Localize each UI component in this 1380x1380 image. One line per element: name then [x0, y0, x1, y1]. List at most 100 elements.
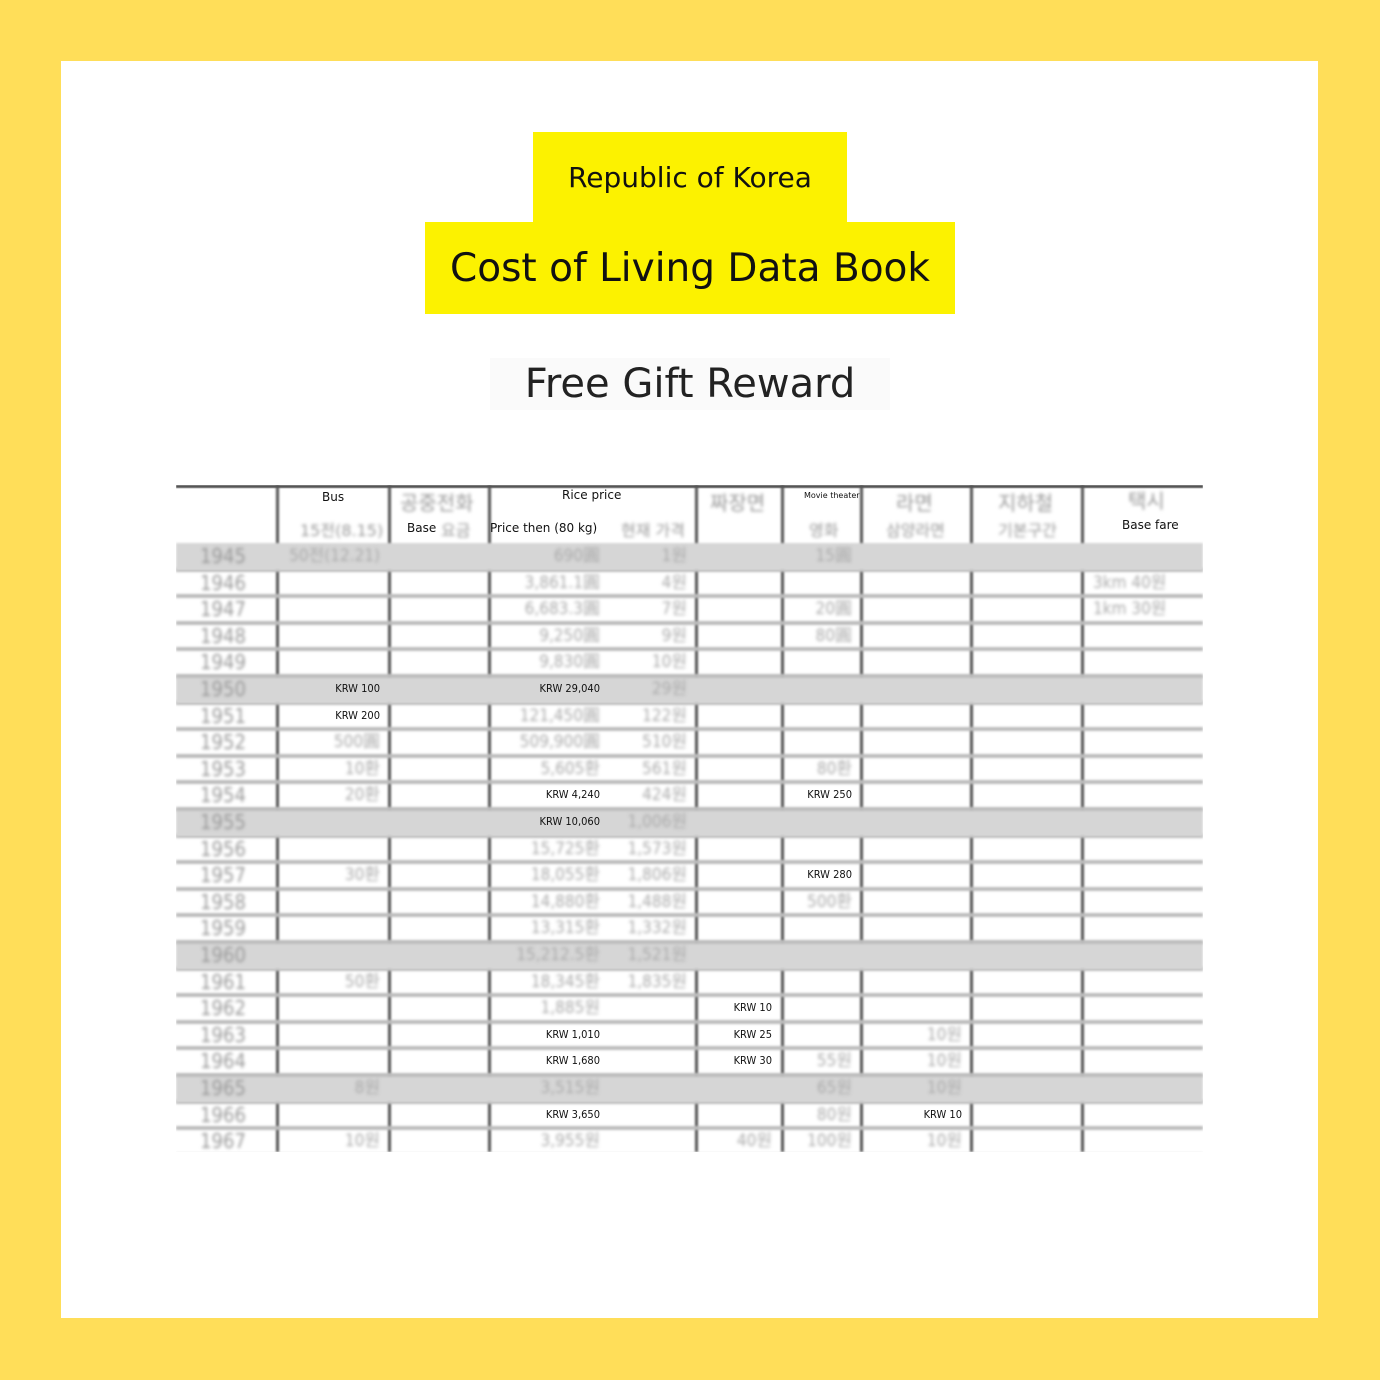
cell-rice-then: KRW 4,240: [545, 788, 600, 802]
title-main: Cost of Living Data Book: [425, 222, 955, 314]
row-year: 1959: [200, 916, 246, 941]
header-subway: 지하철: [998, 491, 1054, 515]
row-year: 1953: [200, 756, 246, 781]
cell-rice-then: 6,683.3圓: [524, 599, 600, 620]
row-year: 1947: [200, 597, 246, 622]
cell-rice-now: 122원: [642, 705, 687, 726]
row-year: 1949: [200, 650, 246, 675]
cell-bus: 10환: [344, 758, 380, 779]
header-phone-sub: 요금: [441, 521, 471, 540]
shaded-row: [176, 676, 1203, 703]
cell-bus: KRW 100: [335, 682, 380, 695]
header-rice: Rice price: [562, 488, 622, 502]
header-subway-sub: 기본구간: [998, 521, 1057, 540]
cell-rice-now: 1,006원: [627, 812, 687, 832]
cell-jajang: KRW 25: [733, 1027, 772, 1041]
cell-bus: KRW 200: [335, 708, 380, 722]
cell-rice-then: 14,880환: [530, 891, 600, 912]
shaded-row: [176, 942, 1203, 969]
header-movie: Movie theater: [804, 491, 860, 500]
row-year: 1956: [200, 836, 246, 861]
header-jajang: 짜장면: [710, 491, 766, 515]
header-taxi: 택시: [1128, 489, 1165, 513]
cell-rice-now: 1,488원: [627, 891, 687, 912]
row-year: 1967: [200, 1129, 246, 1152]
row-divider: [176, 860, 1203, 865]
cell-taxi: 1km 30원: [1093, 599, 1167, 620]
row-year: 1965: [200, 1076, 246, 1100]
cell-bus: 8원: [354, 1078, 380, 1098]
cell-rice-then: 15,212.5환: [516, 945, 600, 965]
cell-jajang: KRW 10: [733, 1001, 772, 1015]
row-year: 1950: [200, 677, 246, 701]
cell-movie: KRW 280: [807, 868, 852, 882]
row-year: 1951: [200, 703, 246, 728]
cell-rice-then: 690圓: [553, 546, 600, 566]
cell-rice-then: 18,345환: [530, 971, 600, 992]
row-divider: [176, 1019, 1203, 1024]
cell-rice-now: 510원: [642, 732, 687, 753]
cell-rice-then: 3,861.1圓: [524, 572, 600, 593]
cell-bus: 20환: [344, 785, 380, 806]
cell-rice-now: 1,573원: [627, 838, 687, 859]
header-taxi-sub: Base fare: [1122, 518, 1179, 532]
cell-movie: 55원: [816, 1051, 852, 1072]
cell-movie: 80원: [816, 1104, 852, 1125]
cell-rice-then: 3,515원: [540, 1078, 600, 1098]
cell-rice-then: 121,450圓: [519, 705, 600, 726]
row-divider: [176, 913, 1203, 918]
header-phone-base: Base: [407, 521, 437, 535]
cell-rice-then: KRW 29,040: [539, 682, 600, 695]
header-movie-sub: 영화: [809, 521, 839, 540]
row-divider: [176, 1126, 1203, 1131]
row-year: 1961: [200, 969, 246, 994]
cell-bus: 50환: [344, 971, 380, 992]
cell-taxi: 3km 40원: [1093, 572, 1167, 593]
row-divider: [176, 886, 1203, 891]
cell-bus: 30환: [344, 865, 380, 886]
row-year: 1954: [200, 783, 246, 808]
row-divider: [176, 727, 1203, 732]
table-top-border: [176, 485, 1203, 488]
cell-jajang: 40원: [736, 1131, 772, 1152]
row-year: 1957: [200, 863, 246, 888]
cell-rice-then: 3,955원: [540, 1131, 600, 1152]
header-bus: Bus: [322, 490, 345, 504]
cell-rice-then: 9,250圓: [539, 625, 600, 646]
cell-rice-then: 15,725환: [530, 838, 600, 859]
cell-movie: 65원: [816, 1078, 852, 1098]
cell-rice-then: KRW 3,650: [545, 1107, 600, 1121]
row-year: 1955: [200, 810, 246, 834]
cell-bus: 50전(12.21): [289, 546, 380, 566]
row-year: 1948: [200, 623, 246, 648]
cell-rice-now: 4원: [661, 572, 687, 593]
shaded-row: [176, 543, 1203, 570]
row-divider: [176, 753, 1203, 758]
cell-rice-then: 5,605환: [540, 758, 600, 779]
row-divider: [176, 620, 1203, 625]
cell-ramen: 10원: [926, 1078, 962, 1098]
header-bus-sub: 15전(8.15): [300, 521, 384, 540]
cell-rice-then: KRW 1,010: [545, 1027, 600, 1041]
row-divider: [176, 700, 1203, 705]
row-divider: [176, 674, 1203, 678]
cell-rice-now: 29원: [651, 679, 687, 699]
cell-rice-now: 9원: [661, 625, 687, 646]
row-year: 1952: [200, 730, 246, 755]
cell-movie: 20圓: [815, 599, 852, 620]
cell-jajang: KRW 30: [733, 1054, 772, 1068]
header-rice-now: 현재 가격: [621, 521, 685, 540]
row-year: 1962: [200, 996, 246, 1021]
row-year: 1966: [200, 1102, 246, 1127]
cell-rice-now: 1,521원: [627, 945, 687, 965]
cell-rice-then: KRW 1,680: [545, 1054, 600, 1068]
row-divider: [176, 1046, 1203, 1051]
cell-rice-now: 424원: [642, 785, 687, 806]
cell-rice-then: 9,830圓: [539, 652, 600, 673]
cell-ramen: 10원: [926, 1131, 962, 1152]
cell-rice-now: 561원: [642, 758, 687, 779]
cell-rice-now: 10원: [651, 652, 687, 673]
row-year: 1964: [200, 1049, 246, 1074]
row-divider: [176, 807, 1203, 811]
row-divider: [176, 833, 1203, 838]
